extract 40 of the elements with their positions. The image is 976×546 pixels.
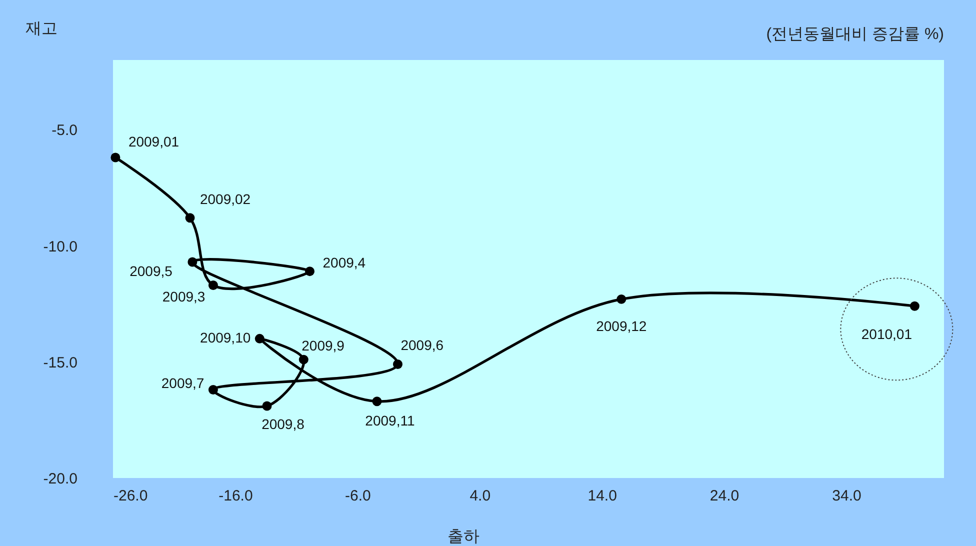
x-tick-label: 4.0 [470, 488, 491, 504]
annotation: 2010,01 [861, 326, 912, 342]
point [188, 257, 198, 267]
point [392, 359, 402, 369]
y-axis-title: 재고 [26, 20, 58, 38]
annotation: 2009,01 [128, 134, 180, 150]
annotation: 2009,4 [322, 254, 366, 270]
point [372, 396, 382, 406]
x-tick-label: 14.0 [588, 488, 617, 504]
annotation: 2009,3 [162, 288, 206, 304]
y-tick-label: -5.0 [52, 122, 78, 140]
point [305, 266, 314, 276]
point [616, 294, 626, 304]
annotation: 2009,12 [596, 318, 647, 334]
annotation: 2009,8 [262, 416, 305, 432]
point [208, 385, 218, 394]
x-tick-label: -16.0 [218, 488, 253, 504]
x-tick-label: -6.0 [344, 488, 371, 504]
x-tick-label: 24.0 [710, 488, 740, 504]
y-tick-label: -15.0 [43, 354, 78, 372]
annotation: 2009,5 [130, 263, 173, 280]
point [185, 213, 195, 223]
annotation: 2009,6 [400, 337, 444, 354]
point [262, 401, 272, 411]
x-tick-label: 34.0 [832, 488, 862, 504]
annotation: 2009,10 [200, 330, 251, 346]
y-tick-label: -20.0 [43, 470, 78, 488]
x-tick-label: -26.0 [114, 488, 148, 504]
annotation: 2009,9 [302, 338, 345, 354]
point [298, 354, 308, 364]
annotation: 2009,02 [200, 190, 251, 207]
annotation: 2009,7 [161, 374, 204, 391]
annotation: 2009,11 [365, 412, 415, 428]
x-axis-title: 출하 [448, 528, 480, 546]
point [910, 301, 920, 311]
point [208, 280, 218, 290]
y-tick-label: -10.0 [43, 238, 78, 256]
text: (전년동월대비 증감률 %) [766, 26, 944, 43]
point [254, 334, 264, 344]
point [110, 152, 120, 162]
